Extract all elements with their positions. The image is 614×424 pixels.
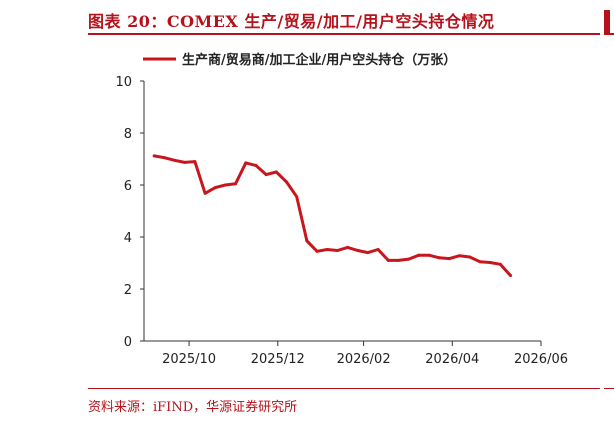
figure-title: 图表 20：COMEX 生产/贸易/加工/用户空头持仓情况	[88, 12, 495, 31]
data-point	[458, 254, 462, 258]
data-point	[162, 156, 166, 160]
data-point	[295, 195, 299, 199]
y-axis-ticks: 0 2 4 6 8 10	[115, 75, 144, 350]
axes	[143, 81, 541, 342]
y-tick-label: 0	[124, 335, 132, 350]
data-point	[335, 249, 339, 252]
data-points	[152, 154, 512, 277]
data-point	[356, 249, 360, 252]
x-axis-ticks: 2025/10 2025/12 2026/02 2026/04 2026/06	[162, 341, 568, 367]
chart-figure: 图表 20：COMEX 生产/贸易/加工/用户空头持仓情况 生产商/贸易商/加工…	[88, 12, 600, 415]
data-point	[274, 170, 278, 174]
adjacent-figure-rule	[604, 33, 614, 35]
title-rule	[88, 33, 600, 35]
x-tick-label: 2025/10	[162, 352, 216, 367]
data-point	[498, 262, 502, 266]
data-point	[509, 274, 512, 277]
data-point	[468, 255, 472, 259]
data-point	[305, 239, 309, 243]
data-point	[152, 154, 156, 158]
data-point	[488, 261, 492, 264]
data-point	[213, 186, 217, 190]
data-point	[325, 248, 329, 251]
legend-label: 生产商/贸易商/加工企业/用户空头持仓（万张）	[182, 52, 456, 68]
data-point	[427, 253, 431, 257]
data-point	[315, 249, 319, 253]
data-point	[366, 251, 370, 255]
data-point	[285, 180, 288, 184]
source-rule	[88, 388, 600, 389]
x-tick-label: 2026/06	[514, 352, 568, 367]
data-point	[244, 161, 248, 165]
data-point	[417, 253, 421, 257]
data-point	[183, 160, 187, 164]
data-point	[223, 183, 227, 187]
x-tick-label: 2025/12	[251, 352, 305, 367]
data-point	[447, 257, 451, 261]
legend: 生产商/贸易商/加工企业/用户空头持仓（万张）	[143, 52, 456, 68]
data-point	[407, 257, 411, 261]
data-point	[346, 245, 350, 249]
data-point	[254, 164, 258, 167]
data-point	[234, 182, 238, 186]
data-point	[173, 158, 176, 162]
data-point	[264, 173, 268, 177]
y-tick-label: 6	[124, 179, 132, 194]
data-point	[386, 258, 390, 262]
y-tick-label: 2	[124, 283, 132, 298]
y-tick-label: 4	[124, 231, 132, 246]
adjacent-figure-marker	[604, 10, 610, 34]
data-point	[203, 191, 207, 195]
data-point	[397, 258, 400, 262]
x-tick-label: 2026/02	[337, 352, 391, 367]
data-point	[376, 248, 380, 251]
data-point	[478, 260, 482, 264]
source-note: 资料来源：iFIND，华源证券研究所	[88, 400, 298, 415]
x-tick-label: 2026/04	[425, 352, 479, 367]
y-tick-label: 10	[115, 75, 132, 90]
series-line	[152, 154, 512, 277]
adjacent-figure-rule-bottom	[604, 388, 614, 389]
data-point	[437, 256, 441, 260]
data-point	[193, 160, 197, 164]
y-tick-label: 8	[124, 127, 132, 142]
